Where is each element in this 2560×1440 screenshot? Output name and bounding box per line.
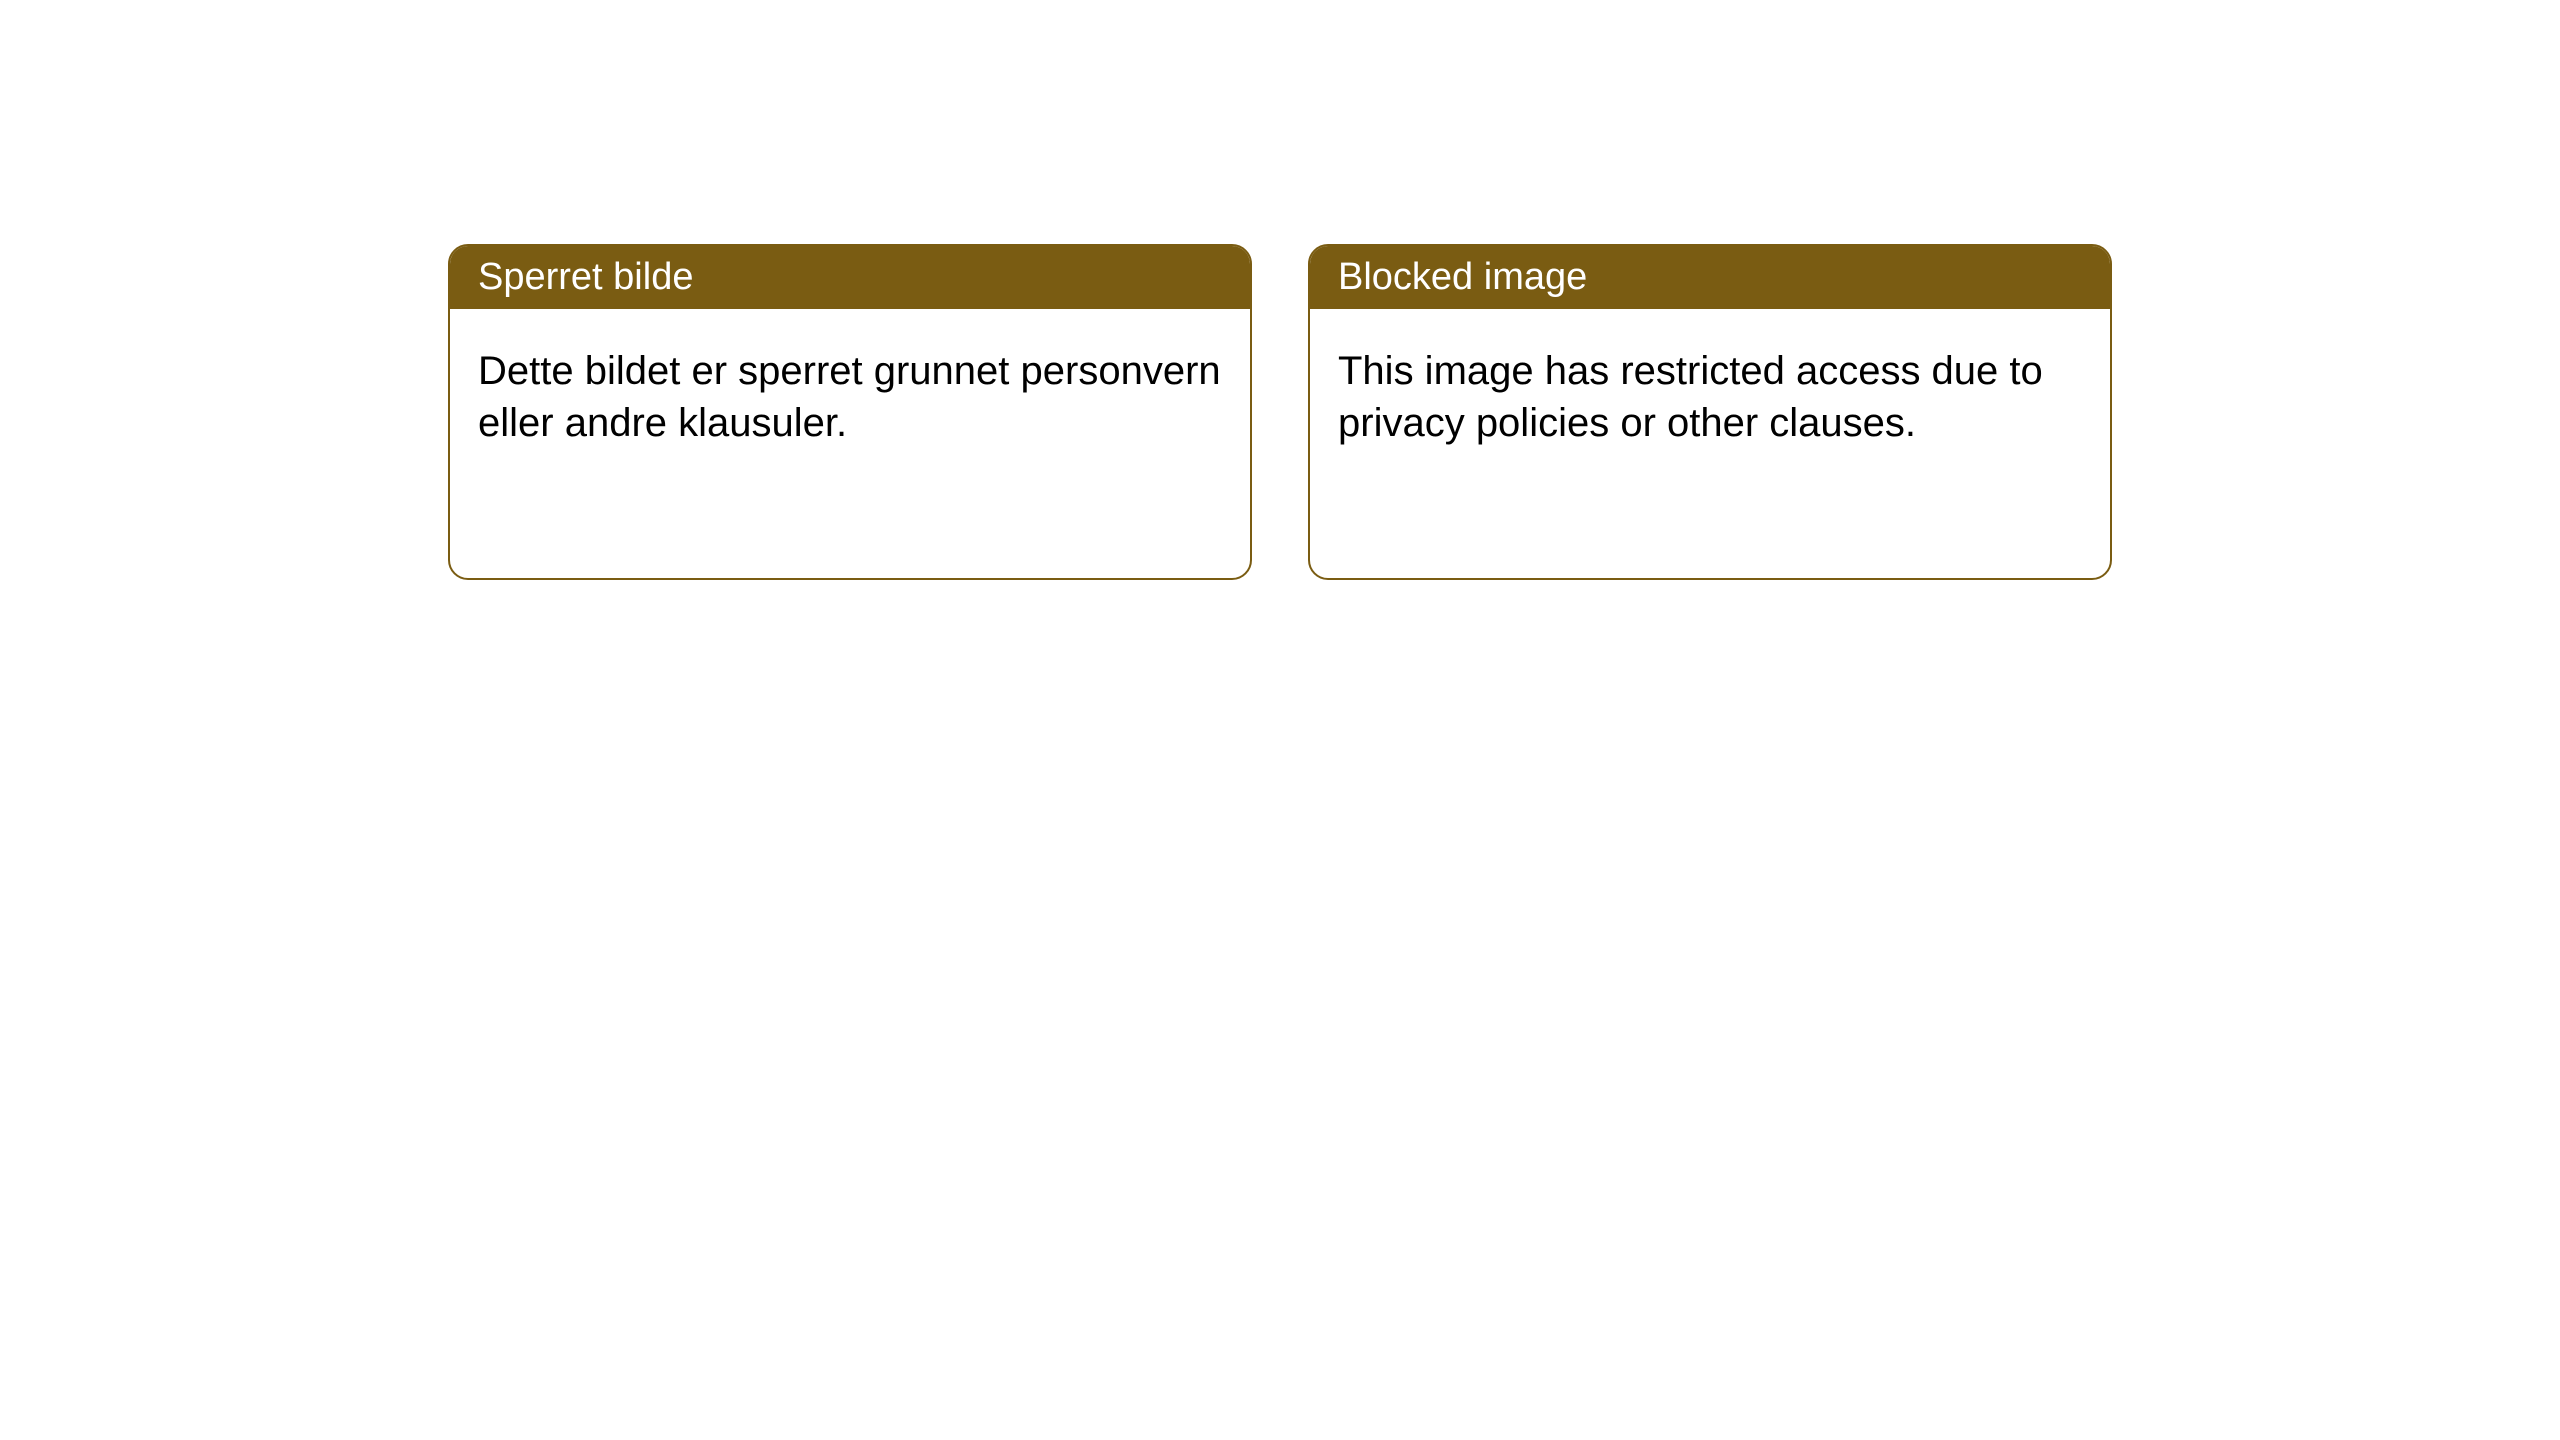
- notice-card-norwegian: Sperret bilde Dette bildet er sperret gr…: [448, 244, 1252, 580]
- notice-body-norwegian: Dette bildet er sperret grunnet personve…: [450, 309, 1250, 485]
- notice-header-english: Blocked image: [1310, 246, 2110, 309]
- notice-header-norwegian: Sperret bilde: [450, 246, 1250, 309]
- notice-container: Sperret bilde Dette bildet er sperret gr…: [0, 0, 2560, 580]
- notice-body-english: This image has restricted access due to …: [1310, 309, 2110, 485]
- notice-card-english: Blocked image This image has restricted …: [1308, 244, 2112, 580]
